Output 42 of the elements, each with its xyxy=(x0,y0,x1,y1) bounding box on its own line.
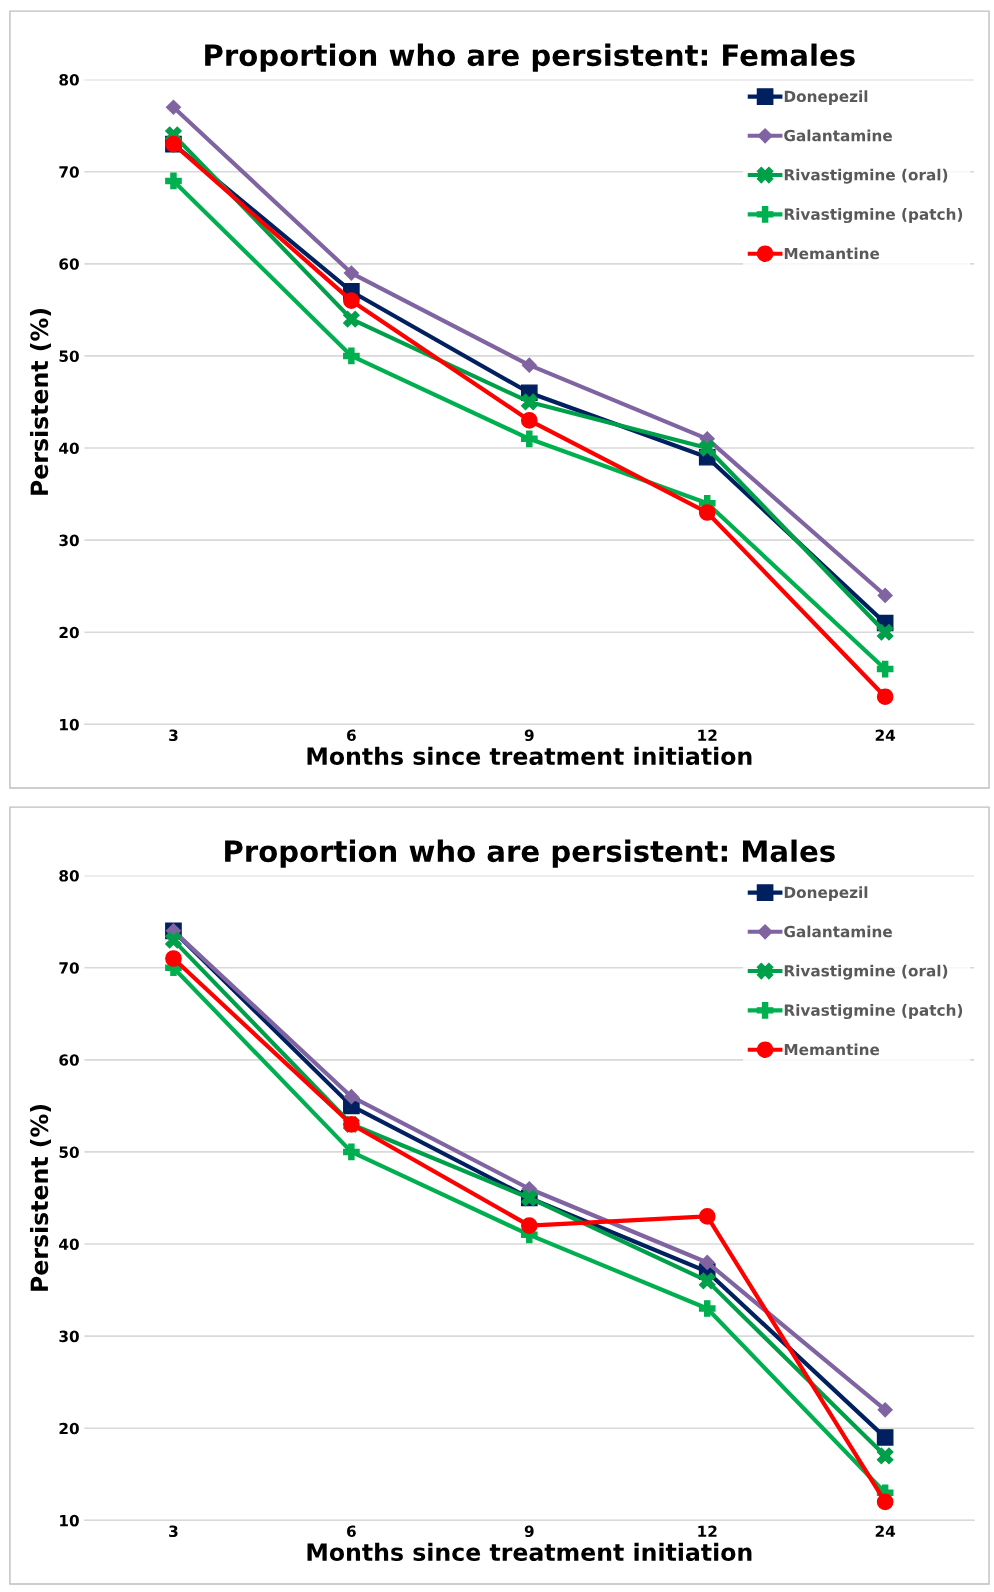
y-tick-label: 10 xyxy=(60,718,79,731)
y-tick-label: 80 xyxy=(59,870,79,882)
y-axis-title: Persistent (%) xyxy=(29,309,52,495)
x-tick-label: 6 xyxy=(347,729,356,742)
x-tick-label: 24 xyxy=(875,1525,896,1537)
legend-label: Memantine xyxy=(784,247,880,260)
y-tick-label: 60 xyxy=(59,1054,79,1066)
y-tick-label: 30 xyxy=(59,534,79,547)
legend-label: Rivastigmine (oral) xyxy=(784,964,948,980)
x-axis-title: Months since treatment initiation xyxy=(307,1542,752,1562)
legend-label: Galantamine xyxy=(784,925,892,938)
legend-label: Donepezil xyxy=(784,90,868,106)
legend-label: Memantine xyxy=(784,1043,880,1056)
y-tick-label: 20 xyxy=(59,1422,79,1435)
y-tick-label: 60 xyxy=(59,258,79,270)
chart-title: Proportion who are persistent: Males xyxy=(225,839,835,868)
x-tick-label: 3 xyxy=(169,729,178,742)
legend-label: Rivastigmine (oral) xyxy=(784,168,948,184)
y-tick-label: 70 xyxy=(59,962,79,974)
x-tick-label: 24 xyxy=(875,729,896,741)
y-axis-title: Persistent (%) xyxy=(29,1105,52,1291)
y-tick-label: 30 xyxy=(59,1330,79,1343)
y-tick-label: 50 xyxy=(59,1146,79,1158)
y-tick-label: 20 xyxy=(59,626,79,639)
x-tick-label: 12 xyxy=(698,729,717,741)
legend-label: Donepezil xyxy=(784,886,868,902)
x-tick-label: 9 xyxy=(524,1525,534,1538)
x-tick-label: 3 xyxy=(169,1525,178,1538)
y-tick-label: 80 xyxy=(59,74,79,86)
y-tick-label: 40 xyxy=(59,442,79,455)
x-axis-title: Months since treatment initiation xyxy=(307,746,752,766)
x-tick-label: 9 xyxy=(524,729,534,742)
y-tick-label: 40 xyxy=(59,1238,79,1251)
x-tick-label: 6 xyxy=(347,1525,356,1538)
y-tick-label: 50 xyxy=(59,350,79,362)
y-tick-label: 10 xyxy=(60,1514,79,1527)
legend-label: Rivastigmine (patch) xyxy=(784,1004,963,1020)
y-tick-label: 70 xyxy=(59,166,79,178)
x-tick-label: 12 xyxy=(698,1525,717,1537)
legend-label: Rivastigmine (patch) xyxy=(784,208,963,224)
chart-title: Proportion who are persistent: Females xyxy=(205,43,855,72)
legend-label: Galantamine xyxy=(784,129,892,142)
